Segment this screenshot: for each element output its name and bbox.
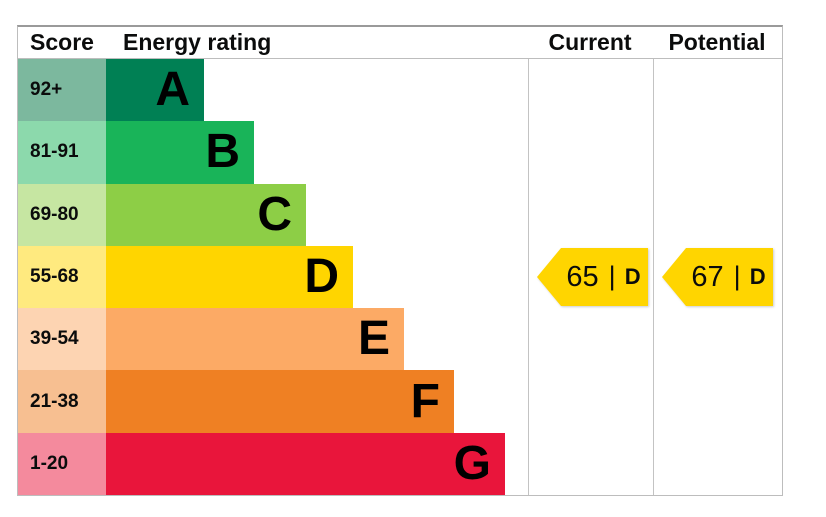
potential-rating-arrow: 67 | D <box>662 248 773 306</box>
col-header-current: Current <box>548 29 632 55</box>
rating-band-row: 39-54 E <box>18 308 782 371</box>
rating-bar: G <box>106 432 505 495</box>
table-header-row: Score Energy rating Current Potential <box>18 27 782 59</box>
rating-band-row: 1-20 G <box>18 432 782 495</box>
rating-bar: B <box>106 121 254 184</box>
rating-letter: B <box>205 125 240 179</box>
current-rating-separator: | <box>608 260 616 291</box>
score-range-cell: 39-54 <box>18 308 106 371</box>
rating-bar: A <box>106 59 204 122</box>
score-range-cell: 55-68 <box>18 245 106 309</box>
score-range-cell: 21-38 <box>18 370 106 433</box>
rating-band-row: 92+ A <box>18 59 782 122</box>
rating-letter: D <box>304 249 339 303</box>
col-header-potential: Potential <box>668 29 766 55</box>
score-range-cell: 1-20 <box>18 432 106 495</box>
rating-bar: C <box>106 183 306 246</box>
rating-bar: D <box>106 245 353 309</box>
rating-letter: F <box>410 374 440 428</box>
score-range-cell: 81-91 <box>18 121 106 184</box>
potential-rating-value: 67 <box>691 260 724 293</box>
rating-letter: A <box>155 63 190 117</box>
rating-table: Score Energy rating Current Potential 92… <box>17 25 783 496</box>
rating-letter: E <box>357 312 390 366</box>
current-rating-value: 65 <box>566 260 599 293</box>
rating-letter: G <box>453 436 491 490</box>
current-arrow-shape: 65 | D <box>537 248 648 306</box>
potential-rating-letter: D <box>749 264 766 289</box>
rating-letter: C <box>257 187 292 241</box>
column-divider <box>528 27 529 495</box>
rating-band-row: 21-38 F <box>18 370 782 433</box>
column-divider <box>653 27 654 495</box>
rating-bar: E <box>106 308 404 371</box>
current-rating-arrow: 65 | D <box>537 248 648 306</box>
potential-arrow-shape: 67 | D <box>662 248 773 306</box>
col-header-score: Score <box>30 29 94 55</box>
score-range-cell: 92+ <box>18 59 106 122</box>
rating-bands: 92+ A 81-91 B 69-80 C 55-68 <box>18 59 782 495</box>
potential-rating-separator: | <box>733 260 741 291</box>
rating-bar: F <box>106 370 454 433</box>
score-range-cell: 69-80 <box>18 183 106 246</box>
current-rating-letter: D <box>624 264 641 289</box>
rating-band-row: 69-80 C <box>18 183 782 246</box>
rating-band-row: 81-91 B <box>18 121 782 184</box>
col-header-energy-rating: Energy rating <box>123 29 272 55</box>
rating-band-row: 55-68 D <box>18 245 782 309</box>
